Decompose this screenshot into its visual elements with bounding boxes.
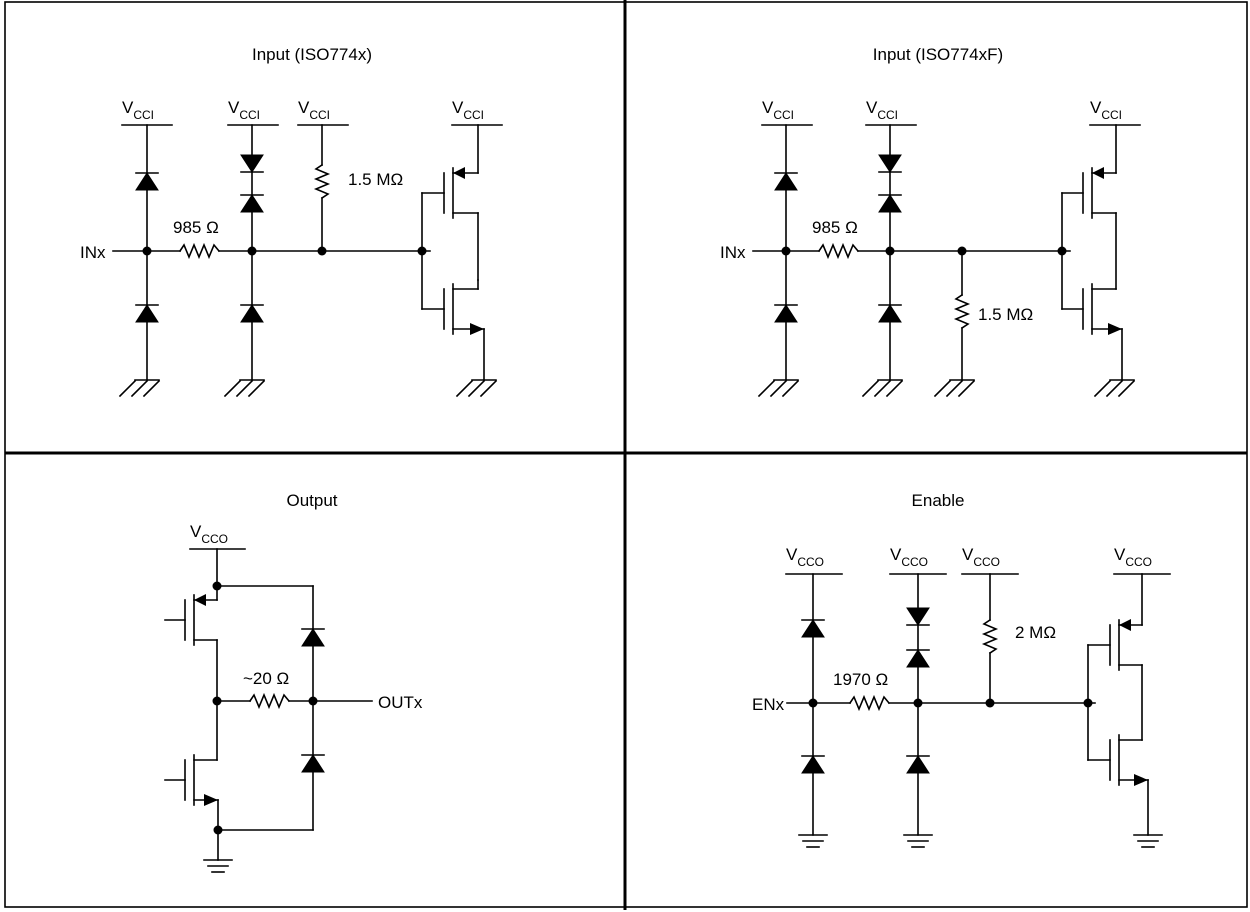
diode [135,304,159,323]
resistor-label: 1.5 MΩ [978,305,1033,324]
resistor-label: 1.5 MΩ [348,170,403,189]
diode [878,154,902,173]
junction-dot [808,698,818,708]
svg-text:VCCO: VCCO [1114,545,1152,569]
junction-dot [247,246,257,256]
resistor [178,242,221,260]
supply-label: VCCI [227,98,279,126]
supply-label: VCCO [961,545,1019,575]
ground-symbol [455,379,498,398]
svg-text:VCCI: VCCI [1090,98,1122,122]
panel-enable: Enable VCCO VCCO VCCO VCCO ENx [752,491,1171,848]
supply-label: VCCI [451,98,503,126]
ground-symbol [203,859,233,873]
ground-symbol [798,834,828,848]
pin-label: OUTx [378,693,423,712]
diode [906,755,930,774]
resistor-label: 985 Ω [812,218,858,237]
ground-symbol [223,379,266,398]
nmos-transistor [164,754,219,861]
resistor [848,694,891,712]
svg-text:VCCI: VCCI [452,98,484,122]
pin-label: INx [80,243,106,262]
junction-dot [913,698,923,708]
supply-label: VCCI [297,98,349,126]
panel-title: Input (ISO774x) [252,45,372,64]
diode [240,194,264,213]
ground-symbol [1093,379,1136,398]
diode [801,755,825,774]
diode [774,304,798,323]
supply-label: VCCI [1089,98,1141,126]
supply-label: VCCO [1113,545,1171,575]
svg-text:VCCO: VCCO [890,545,928,569]
svg-text:VCCO: VCCO [786,545,824,569]
panel-title: Input (ISO774xF) [873,45,1003,64]
junction-dot [308,696,318,706]
ground-symbol [933,379,976,398]
cmos-inverter [1083,573,1163,848]
panel-input: Input (ISO774x) VCCI VCCI VCCI VCCI [80,45,503,398]
supply-label: VCCO [785,545,843,575]
panel-title: Enable [912,491,965,510]
ground-symbol [861,379,904,398]
svg-text:VCCO: VCCO [962,545,1000,569]
pmos-transistor [164,585,218,646]
svg-text:VCCI: VCCI [866,98,898,122]
diode [240,154,264,173]
ground-symbol [118,379,161,398]
pin-label: ENx [752,695,785,714]
supply-label: VCCO [189,522,246,550]
ground-symbol [1133,834,1163,848]
diode [240,304,264,323]
supply-label: VCCI [865,98,917,126]
panel-input-f: Input (ISO774xF) VCCI VCCI VCCI INx 985 … [720,45,1141,398]
junction-dot [781,246,791,256]
junction-dot [142,246,152,256]
diode [801,619,825,638]
supply-label: VCCO [889,545,947,575]
ground-symbol [757,379,800,398]
resistor [313,163,331,200]
panel-output: Output VCCO ~20 Ω OUTx [164,491,423,873]
resistor [248,692,291,710]
diode [301,754,325,773]
resistor-label: ~20 Ω [243,669,289,688]
svg-text:VCCO: VCCO [190,522,228,546]
svg-text:VCCI: VCCI [298,98,330,122]
cmos-inverter [417,124,498,398]
resistor-label: 985 Ω [173,218,219,237]
panel-grid [4,0,1248,910]
resistor-label: 2 MΩ [1015,623,1056,642]
junction-dot [985,698,995,708]
ground-symbol [903,834,933,848]
svg-text:VCCI: VCCI [762,98,794,122]
supply-label: VCCI [761,98,813,126]
resistor [817,242,860,260]
supply-label: VCCI [121,98,173,126]
junction-dot [885,246,895,256]
resistor-label: 1970 Ω [833,670,888,689]
diode [878,304,902,323]
svg-text:VCCI: VCCI [228,98,260,122]
diode [906,649,930,668]
svg-text:VCCI: VCCI [122,98,154,122]
resistor [981,618,999,655]
diode [301,628,325,647]
diode [135,172,159,191]
resistor [953,293,971,330]
diode [906,607,930,626]
diode [774,172,798,191]
panel-title: Output [286,491,337,510]
junction-dot [317,246,327,256]
diode [878,194,902,213]
pin-label: INx [720,243,746,262]
cmos-inverter [1057,124,1136,398]
